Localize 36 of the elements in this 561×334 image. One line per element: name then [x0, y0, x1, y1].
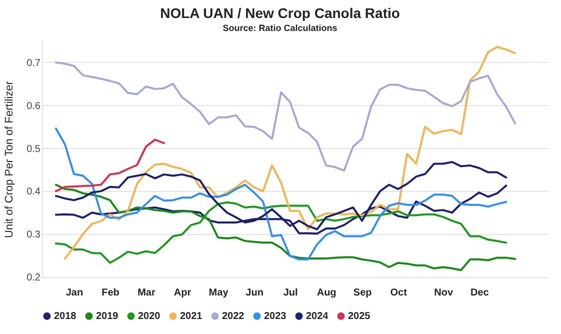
legend-label: 2020: [138, 311, 161, 322]
y-tick-label: 0.4: [26, 186, 41, 198]
y-axis-title: Unit of Crop Per Ton of Fertilizer: [4, 80, 16, 238]
x-tick-label: Jan: [66, 288, 84, 298]
line-series: [54, 138, 165, 192]
line-series: [54, 201, 508, 264]
y-tick-label: 0.6: [26, 100, 41, 112]
legend-label: 2021: [180, 311, 203, 322]
x-tick-label: Apr: [174, 288, 192, 298]
legend-label: 2025: [348, 311, 371, 322]
y-tick-label: 0.2: [26, 272, 41, 284]
x-tick-label: Oct: [390, 288, 408, 298]
x-tick-label: Mar: [138, 288, 156, 298]
chart-title: NOLA UAN / New Crop Canola Ratio: [160, 5, 400, 21]
chart-subtitle: Source: Ratio Calculations: [222, 23, 338, 33]
legend-label: 2018: [54, 311, 77, 322]
legend-label: 2024: [306, 311, 329, 322]
y-tick-label: 0.3: [26, 230, 41, 241]
x-tick-label: Sep: [353, 288, 372, 298]
line-series: [54, 184, 516, 272]
legend-label: 2019: [96, 311, 119, 322]
y-tick-label: 0.7: [26, 58, 41, 69]
legend-label: 2022: [222, 311, 245, 322]
x-tick-label: Jun: [246, 288, 264, 298]
x-tick-label: May: [208, 288, 229, 298]
line-series: [54, 128, 508, 260]
y-tick-label: 0.5: [26, 144, 41, 155]
line-series: [54, 61, 516, 172]
x-tick-label: Dec: [470, 288, 490, 298]
x-tick-label: Feb: [102, 288, 120, 298]
line-series: [54, 161, 508, 230]
legend-label: 2023: [264, 311, 287, 322]
x-tick-label: Jul: [283, 288, 298, 298]
line-series: [64, 46, 516, 260]
x-tick-label: Aug: [316, 288, 336, 298]
x-tick-label: Nov: [434, 288, 454, 298]
